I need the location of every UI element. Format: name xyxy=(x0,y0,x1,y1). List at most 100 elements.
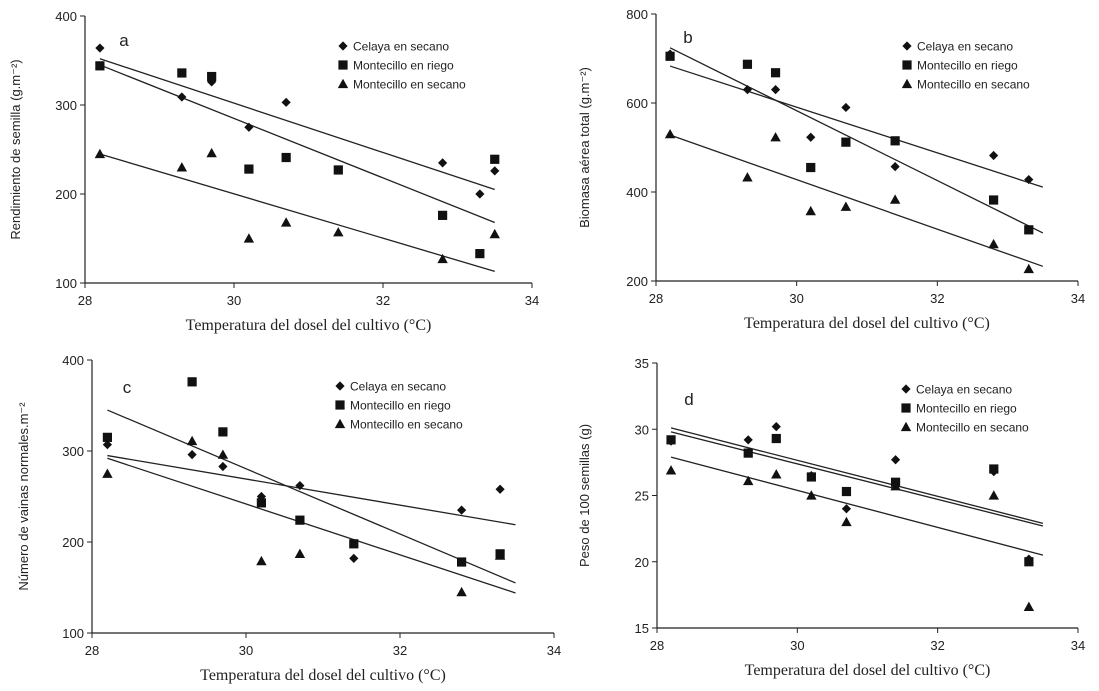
data-point-c-1 xyxy=(295,515,305,525)
x-tick-label-d: 32 xyxy=(930,638,944,653)
y-tick-label-a: 100 xyxy=(55,276,77,291)
x-tick-label-d: 28 xyxy=(650,638,664,653)
y-tick-label-d: 20 xyxy=(635,555,649,570)
y-tick-label-b: 400 xyxy=(626,185,648,200)
legend-a: Celaya en secano Montecillo en riego Monte… xyxy=(337,40,466,92)
legend-marker-b-0 xyxy=(902,41,912,51)
data-point-a-0 xyxy=(177,92,187,102)
data-point-b-1 xyxy=(841,137,851,147)
data-point-c-2 xyxy=(217,449,229,459)
data-point-c-1 xyxy=(256,498,266,508)
x-axis-title-a: Temperatura del dosel del cultivo (°C) xyxy=(186,317,432,334)
data-point-d-0 xyxy=(771,422,781,432)
data-point-a-1 xyxy=(475,249,485,259)
data-point-b-1 xyxy=(770,68,781,78)
y-tick-label-d: 25 xyxy=(635,489,649,504)
legend-marker-b-1 xyxy=(902,60,912,70)
data-point-a-1 xyxy=(281,152,291,163)
y-tick-label-c: 200 xyxy=(62,535,84,550)
data-point-a-2 xyxy=(94,148,106,159)
data-point-a-1 xyxy=(490,154,500,164)
x-axis-title-c: Temperatura del dosel del cultivo (°C) xyxy=(200,667,446,684)
data-point-a-1 xyxy=(333,165,343,175)
data-point-c-1 xyxy=(457,557,467,567)
legend-marker-b-2 xyxy=(901,78,913,89)
legend-d: Celaya en secano Montecillo en riego Monte… xyxy=(900,383,1029,435)
data-point-b-1 xyxy=(806,162,816,173)
trend-line-c-1 xyxy=(107,409,516,584)
panel-a: 100 200 300 400 28 30 32 34 Temperatura del dose… xyxy=(0,0,549,343)
data-point-d-2 xyxy=(806,490,817,500)
legend-label-d-2: Montecillo en secano xyxy=(916,421,1029,435)
y-axis-title-a: Rendimiento de semilla (g.m⁻²) xyxy=(8,59,23,239)
y-tick-label-a: 200 xyxy=(55,187,77,202)
data-point-d-2 xyxy=(890,481,901,491)
data-point-b-1 xyxy=(665,51,675,61)
data-point-b-2 xyxy=(664,128,676,139)
data-point-b-0 xyxy=(989,150,999,161)
y-tick-label-c: 400 xyxy=(62,353,84,368)
x-tick-label-a: 28 xyxy=(78,293,92,308)
data-point-c-0 xyxy=(495,484,505,494)
panel-letter-b: b xyxy=(683,28,692,47)
data-point-d-0 xyxy=(890,455,901,465)
legend-label-c-2: Montecillo en secano xyxy=(350,418,463,432)
x-tick-label-c: 28 xyxy=(85,643,99,658)
data-point-b-1 xyxy=(890,136,900,146)
chart-b: 200 400 600 800 28 30 32 34 Temperatura del dose… xyxy=(577,7,1085,332)
y-axis-title-b: Biomasa aérea total (g.m⁻²) xyxy=(577,67,592,228)
legend-marker-a-0 xyxy=(338,41,348,51)
data-point-c-1 xyxy=(349,539,359,549)
x-tick-label-b: 30 xyxy=(789,291,803,306)
data-point-d-1 xyxy=(771,433,781,444)
legend-label-a-1: Montecillo en riego xyxy=(353,59,454,73)
trend-line-b-0 xyxy=(669,65,1044,188)
legend-label-b-0: Celaya en secano xyxy=(917,40,1013,54)
legend-marker-d-2 xyxy=(900,421,912,432)
data-point-a-0 xyxy=(244,122,254,132)
trend-line-b-2 xyxy=(669,134,1044,267)
panel-letter-c: c xyxy=(123,378,132,397)
legend-marker-c-2 xyxy=(334,418,346,429)
legend-label-d-0: Celaya en secano xyxy=(916,383,1012,397)
data-point-c-0 xyxy=(102,440,112,450)
data-point-d-2 xyxy=(841,516,852,527)
data-point-d-2 xyxy=(1023,601,1035,611)
x-tick-label-b: 28 xyxy=(649,291,663,306)
data-point-b-0 xyxy=(841,102,851,113)
data-point-d-2 xyxy=(743,475,754,486)
legend-marker-d-0 xyxy=(901,384,911,394)
data-point-a-0 xyxy=(281,97,291,107)
data-point-c-1 xyxy=(218,427,228,437)
y-tick-label-c: 300 xyxy=(62,444,84,459)
x-axis-title-d: Temperatura del dosel del cultivo (°C) xyxy=(745,662,991,679)
y-tick-label-d: 35 xyxy=(635,356,649,371)
data-point-c-2 xyxy=(102,468,113,478)
y-tick-label-b: 800 xyxy=(626,7,648,22)
data-point-d-1 xyxy=(841,486,852,497)
data-point-c-1 xyxy=(102,432,112,442)
legend-b: Celaya en secano Montecillo en riego Monte… xyxy=(901,40,1030,92)
chart-a: 100 200 300 400 28 30 32 34 Temperatura del dose… xyxy=(8,9,539,334)
data-point-b-2 xyxy=(770,132,781,142)
trend-line-d-2 xyxy=(670,456,1044,556)
legend-label-c-0: Celaya en secano xyxy=(350,380,446,394)
panel-d: 15 20 25 30 35 28 30 32 34 Temperatura del dosel … xyxy=(549,343,1099,686)
data-point-a-0 xyxy=(490,166,500,176)
data-point-b-1 xyxy=(989,195,999,205)
legend-label-a-0: Celaya en secano xyxy=(353,40,449,54)
x-tick-label-c: 30 xyxy=(239,643,253,658)
data-point-d-2 xyxy=(771,469,782,479)
data-point-c-0 xyxy=(256,491,266,502)
data-point-b-2 xyxy=(988,238,999,249)
panel-letter-a: a xyxy=(119,31,129,50)
data-point-c-2 xyxy=(294,548,306,558)
panel-c: 100 200 300 400 28 30 32 34 Temperatura del dose… xyxy=(0,343,561,686)
data-point-b-0 xyxy=(806,132,816,142)
legend-label-b-2: Montecillo en secano xyxy=(917,78,1030,92)
data-point-c-0 xyxy=(457,505,467,515)
y-tick-label-a: 400 xyxy=(55,9,77,24)
data-point-b-1 xyxy=(742,59,753,69)
x-tick-label-b: 32 xyxy=(930,291,944,306)
